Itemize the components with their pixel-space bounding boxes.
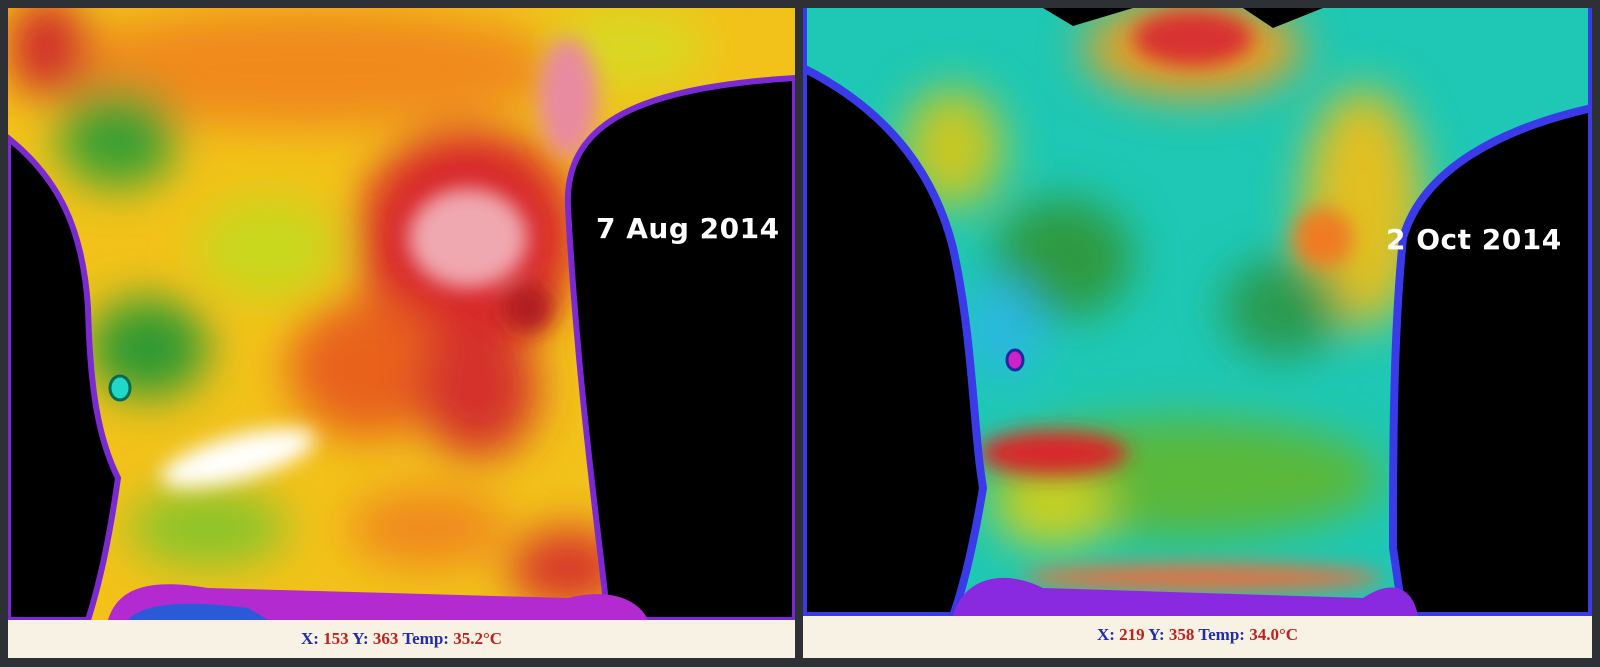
- temp-label: Temp:: [1198, 625, 1245, 644]
- x-label: X:: [1096, 625, 1115, 644]
- x-value: 219: [1119, 625, 1145, 644]
- thermal-image: [8, 8, 795, 620]
- date-label: 2 Oct 2014: [1386, 223, 1562, 256]
- thermal-panel: 7 Aug 2014 X: 153 Y: 363 Temp: 35.2°C: [8, 8, 795, 658]
- y-value: 363: [372, 629, 399, 648]
- y-label: Y:: [1148, 625, 1165, 644]
- x-value: 153: [323, 629, 349, 648]
- status-bar: X: 219 Y: 358 Temp: 34.0°C: [803, 616, 1592, 658]
- x-label: X:: [300, 629, 319, 648]
- y-value: 358: [1168, 625, 1195, 644]
- thermal-panel: 2 Oct 2014 X: 219 Y: 358 Temp: 34.0°C: [803, 8, 1592, 658]
- status-bar: X: 153 Y: 363 Temp: 35.2°C: [8, 620, 795, 658]
- temp-label: Temp:: [402, 629, 449, 648]
- date-label: 7 Aug 2014: [596, 212, 780, 245]
- temp-value: 35.2°C: [453, 629, 503, 648]
- thermal-image: [803, 8, 1592, 616]
- y-label: Y:: [352, 629, 369, 648]
- temp-value: 34.0°C: [1249, 625, 1299, 644]
